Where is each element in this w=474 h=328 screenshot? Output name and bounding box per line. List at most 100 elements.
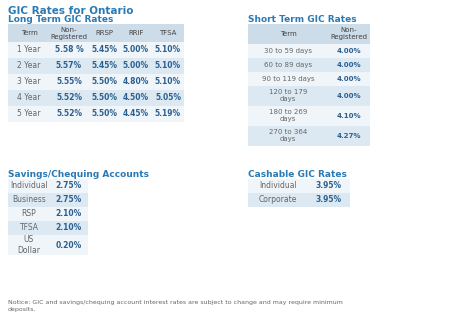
Text: 2 Year: 2 Year xyxy=(18,62,41,71)
Bar xyxy=(8,207,50,221)
Bar xyxy=(328,86,370,106)
Bar xyxy=(50,207,88,221)
Text: 5.55%: 5.55% xyxy=(56,77,82,87)
Text: 120 to 179
days: 120 to 179 days xyxy=(269,90,307,102)
Bar xyxy=(88,58,120,74)
Bar xyxy=(248,24,328,44)
Text: 5.00%: 5.00% xyxy=(123,62,149,71)
Bar xyxy=(8,24,50,42)
Text: 5.10%: 5.10% xyxy=(155,46,181,54)
Text: 1 Year: 1 Year xyxy=(18,46,41,54)
Text: Business: Business xyxy=(12,195,46,204)
Text: Non-
Registered: Non- Registered xyxy=(51,27,88,39)
Bar xyxy=(88,90,120,106)
Bar xyxy=(8,42,50,58)
Text: RSP: RSP xyxy=(22,210,36,218)
Text: Individual: Individual xyxy=(259,181,297,191)
Bar xyxy=(8,193,50,207)
Text: GIC Rates for Ontario: GIC Rates for Ontario xyxy=(8,6,134,16)
Bar xyxy=(50,193,88,207)
Text: 5.10%: 5.10% xyxy=(155,77,181,87)
Text: 5.52%: 5.52% xyxy=(56,110,82,118)
Bar xyxy=(8,221,50,235)
Text: 2.75%: 2.75% xyxy=(56,181,82,191)
Bar xyxy=(8,74,50,90)
Bar xyxy=(120,58,152,74)
Bar xyxy=(88,74,120,90)
Bar xyxy=(248,44,328,58)
Text: 270 to 364
days: 270 to 364 days xyxy=(269,130,307,142)
Text: Individual: Individual xyxy=(10,181,48,191)
Bar xyxy=(328,72,370,86)
Text: Corporate: Corporate xyxy=(259,195,297,204)
Text: TFSA: TFSA xyxy=(19,223,38,233)
Text: 4.00%: 4.00% xyxy=(337,93,361,99)
Text: 5.57%: 5.57% xyxy=(56,62,82,71)
Text: 5.45%: 5.45% xyxy=(91,62,117,71)
Text: 5.19%: 5.19% xyxy=(155,110,181,118)
Bar xyxy=(88,24,120,42)
Bar xyxy=(308,179,350,193)
Text: 5.45%: 5.45% xyxy=(91,46,117,54)
Bar xyxy=(50,235,88,255)
Bar xyxy=(50,58,88,74)
Text: 4.00%: 4.00% xyxy=(337,48,361,54)
Text: 5.05%: 5.05% xyxy=(155,93,181,102)
Bar xyxy=(152,58,184,74)
Bar xyxy=(248,58,328,72)
Text: 5.58 %: 5.58 % xyxy=(55,46,83,54)
Bar xyxy=(152,106,184,122)
Bar xyxy=(88,42,120,58)
Bar xyxy=(328,58,370,72)
Bar xyxy=(248,126,328,146)
Text: 2.75%: 2.75% xyxy=(56,195,82,204)
Bar xyxy=(50,106,88,122)
Bar xyxy=(248,72,328,86)
Bar xyxy=(50,42,88,58)
Bar xyxy=(328,106,370,126)
Text: 5.52%: 5.52% xyxy=(56,93,82,102)
Bar xyxy=(248,193,308,207)
Text: Short Term GIC Rates: Short Term GIC Rates xyxy=(248,15,356,24)
Bar xyxy=(8,90,50,106)
Text: 5.00%: 5.00% xyxy=(123,46,149,54)
Text: TFSA: TFSA xyxy=(159,30,177,36)
Text: 5 Year: 5 Year xyxy=(17,110,41,118)
Text: 5.50%: 5.50% xyxy=(91,110,117,118)
Bar xyxy=(152,42,184,58)
Text: 4.00%: 4.00% xyxy=(337,76,361,82)
Bar xyxy=(50,179,88,193)
Bar xyxy=(308,193,350,207)
Text: 60 to 89 days: 60 to 89 days xyxy=(264,62,312,68)
Bar xyxy=(50,221,88,235)
Text: RRIF: RRIF xyxy=(128,30,144,36)
Text: RRSP: RRSP xyxy=(95,30,113,36)
Bar xyxy=(248,86,328,106)
Text: 4.00%: 4.00% xyxy=(337,62,361,68)
Text: 5.10%: 5.10% xyxy=(155,62,181,71)
Text: Cashable GIC Rates: Cashable GIC Rates xyxy=(248,170,347,179)
Text: 90 to 119 days: 90 to 119 days xyxy=(262,76,314,82)
Text: 4.27%: 4.27% xyxy=(337,133,361,139)
Text: 4.50%: 4.50% xyxy=(123,93,149,102)
Text: Notice: GIC and savings/chequing account interest rates are subject to change an: Notice: GIC and savings/chequing account… xyxy=(8,300,343,312)
Text: Long Term GIC Rates: Long Term GIC Rates xyxy=(8,15,113,24)
Text: 3.95%: 3.95% xyxy=(316,195,342,204)
Bar xyxy=(248,179,308,193)
Bar xyxy=(120,42,152,58)
Text: Non-
Registered: Non- Registered xyxy=(330,28,367,40)
Bar xyxy=(120,74,152,90)
Bar xyxy=(328,24,370,44)
Bar xyxy=(120,24,152,42)
Bar xyxy=(152,24,184,42)
Bar xyxy=(8,58,50,74)
Text: 5.50%: 5.50% xyxy=(91,77,117,87)
Text: US
Dollar: US Dollar xyxy=(18,235,40,255)
Text: 5.50%: 5.50% xyxy=(91,93,117,102)
Text: 4.10%: 4.10% xyxy=(337,113,361,119)
Bar xyxy=(120,106,152,122)
Bar xyxy=(8,179,50,193)
Text: 0.20%: 0.20% xyxy=(56,240,82,250)
Text: 4 Year: 4 Year xyxy=(17,93,41,102)
Text: Term: Term xyxy=(21,30,37,36)
